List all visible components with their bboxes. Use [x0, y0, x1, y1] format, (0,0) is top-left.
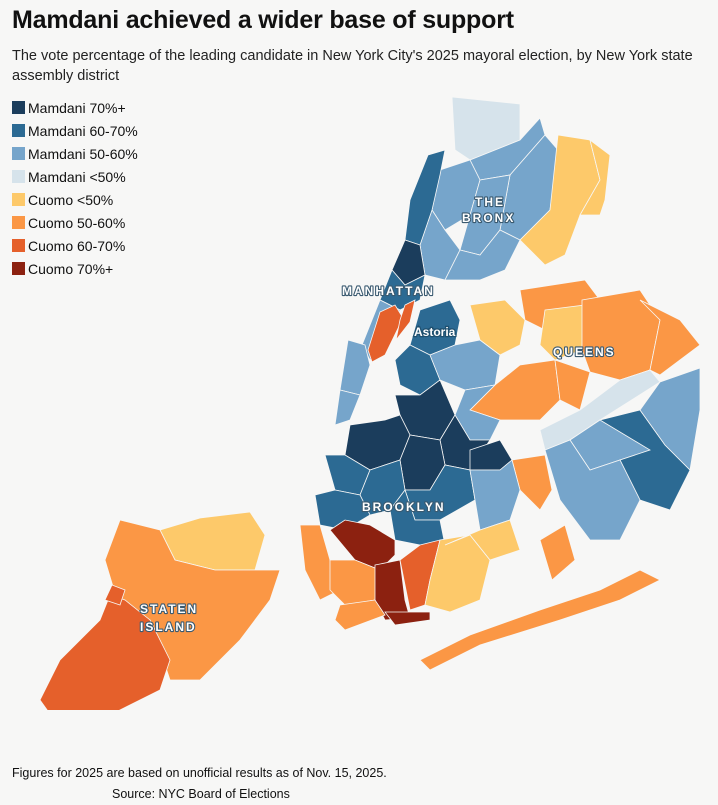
legend-swatch: [12, 101, 25, 114]
queens-district-queens-village: [639, 367, 701, 471]
legend-swatch: [12, 170, 25, 183]
legend-swatch: [12, 193, 25, 206]
legend-label: Cuomo 50-60%: [28, 214, 126, 231]
legend-item-cuomo-60-70: Cuomo 60-70%: [12, 234, 138, 257]
legend-label: Cuomo 60-70%: [28, 237, 126, 254]
legend-item-cuomo-50-60: Cuomo 50-60%: [12, 211, 138, 234]
legend-item-cuomo-70-plus: Cuomo 70%+: [12, 257, 138, 280]
staten-island-districts: [39, 511, 281, 710]
legend-item-mamdani-under-50: Mamdani <50%: [12, 165, 138, 188]
legend-label: Cuomo 70%+: [28, 260, 114, 277]
brooklyn-district-east-ny: [469, 459, 521, 531]
brooklyn-district-coney-cuomo: [384, 611, 431, 626]
map-label-manhattan: MANHATTAN: [342, 284, 435, 298]
brooklyn-districts: [299, 379, 521, 631]
legend-item-mamdani-70-plus: Mamdani 70%+: [12, 96, 138, 119]
bronx-district-cuomo-east: [579, 139, 611, 216]
legend-label: Mamdani 50-60%: [28, 145, 138, 162]
queens-district-cuomo-forest-hills: [554, 359, 591, 411]
legend-item-cuomo-under-50: Cuomo <50%: [12, 188, 138, 211]
legend-swatch: [12, 216, 25, 229]
queens-district-cuomo-little-neck: [639, 299, 701, 376]
manhattan-district-upper-east-cuomo: [367, 304, 404, 363]
map-label-bronx-line1: THE: [475, 195, 505, 209]
legend-item-mamdani-50-60: Mamdani 50-60%: [12, 142, 138, 165]
map-label-queens: QUEENS: [553, 345, 616, 359]
manhattan-district-upper-east-2: [395, 299, 416, 341]
manhattan-districts: [334, 149, 446, 426]
legend-label: Mamdani <50%: [28, 168, 126, 185]
legend-label: Mamdani 60-70%: [28, 122, 138, 139]
queens-districts: [394, 279, 701, 671]
queens-district-south-ozone: [544, 439, 641, 541]
manhattan-district-lower: [334, 389, 361, 426]
queens-district-cuomo-broad-channel: [539, 524, 576, 581]
map-label-staten-line1: STATEN: [140, 602, 198, 616]
map-label-staten-line2: ISLAND: [140, 620, 197, 634]
chart-subtitle: The vote percentage of the leading candi…: [12, 48, 693, 84]
nyc-assembly-district-map: THE BRONX MANHATTAN Astoria QUEENS BROOK…: [39, 96, 701, 710]
brooklyn-district-sheepshead: [424, 534, 491, 613]
legend-swatch: [12, 262, 25, 275]
map-label-astoria: Astoria: [414, 325, 456, 339]
brooklyn-district-bensonhurst: [329, 559, 381, 606]
source-credit: Source: NYC Board of Elections: [112, 787, 290, 801]
queens-district-cuomo-bayside: [539, 304, 586, 361]
legend: Mamdani 70%+ Mamdani 60-70% Mamdani 50-6…: [12, 96, 138, 280]
queens-district-cuomo-fresh-meadows: [581, 289, 661, 381]
bronx-district-south: [444, 229, 521, 281]
legend-item-mamdani-60-70: Mamdani 60-70%: [12, 119, 138, 142]
legend-label: Mamdani 70%+: [28, 99, 126, 116]
staten-district-south-shore: [39, 594, 171, 710]
brooklyn-district-canarsie: [444, 519, 521, 561]
legend-swatch: [12, 147, 25, 160]
brooklyn-district-flatbush: [389, 489, 446, 546]
manhattan-district-midtown: [339, 339, 371, 396]
legend-label: Cuomo <50%: [28, 191, 114, 208]
legend-swatch: [12, 124, 25, 137]
staten-district-west: [104, 584, 126, 606]
chart-title: Mamdani achieved a wider base of support: [12, 6, 514, 34]
queens-district-cuomo-whitestone: [469, 299, 526, 356]
brooklyn-district-gravesend-cuomo: [334, 599, 386, 631]
map-label-bronx-line2: BRONX: [462, 211, 515, 225]
manhattan-district-inwood: [404, 149, 446, 246]
queens-district-cuomo-breezy: [419, 569, 661, 671]
bronx-districts: [419, 96, 611, 281]
map-label-brooklyn: BROOKLYN: [362, 500, 446, 514]
legend-swatch: [12, 239, 25, 252]
footnote: Figures for 2025 are based on unofficial…: [12, 766, 387, 780]
